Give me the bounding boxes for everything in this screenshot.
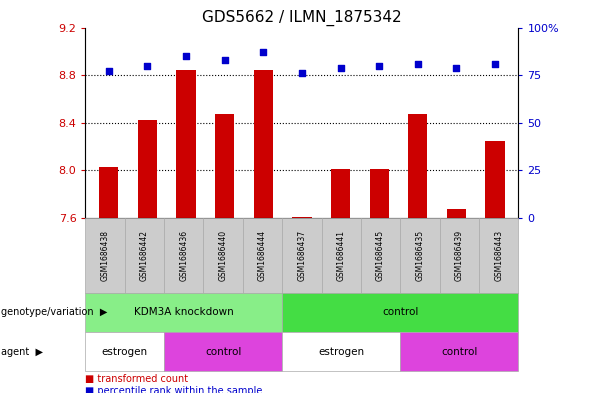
Text: GSM1686442: GSM1686442 [140,230,149,281]
Text: genotype/variation  ▶: genotype/variation ▶ [1,307,108,318]
Bar [253,70,273,218]
Text: GSM1686435: GSM1686435 [415,230,425,281]
Text: control: control [205,347,241,357]
Bar [331,169,350,218]
Bar [292,217,312,218]
Text: GSM1686441: GSM1686441 [337,230,346,281]
Text: GSM1686439: GSM1686439 [455,230,464,281]
Text: control: control [441,347,478,357]
Bar [176,70,196,218]
Text: GSM1686436: GSM1686436 [179,230,188,281]
Point [104,68,113,75]
Bar [99,167,118,218]
Point [375,62,384,69]
Bar [485,141,505,218]
Bar [369,169,389,218]
Bar [138,120,157,218]
Text: GSM1686437: GSM1686437 [297,230,306,281]
Point [491,61,500,67]
Text: GSM1686438: GSM1686438 [101,230,110,281]
Bar [215,114,234,218]
Text: GSM1686443: GSM1686443 [494,230,503,281]
Text: GSM1686440: GSM1686440 [219,230,228,281]
Text: estrogen: estrogen [102,347,148,357]
Point [336,64,345,71]
Point [413,61,422,67]
Point [452,64,461,71]
Text: ■ transformed count: ■ transformed count [85,374,188,384]
Text: KDM3A knockdown: KDM3A knockdown [134,307,234,318]
Text: estrogen: estrogen [318,347,364,357]
Bar [447,209,466,218]
Point [143,62,152,69]
Text: GSM1686445: GSM1686445 [376,230,385,281]
Text: ■ percentile rank within the sample: ■ percentile rank within the sample [85,386,263,393]
Text: GSM1686444: GSM1686444 [258,230,267,281]
Text: agent  ▶: agent ▶ [1,347,43,357]
Title: GDS5662 / ILMN_1875342: GDS5662 / ILMN_1875342 [202,10,402,26]
Point [181,53,191,59]
Text: control: control [382,307,418,318]
Point [297,70,307,76]
Point [220,57,229,63]
Point [259,49,268,55]
Bar [408,114,428,218]
